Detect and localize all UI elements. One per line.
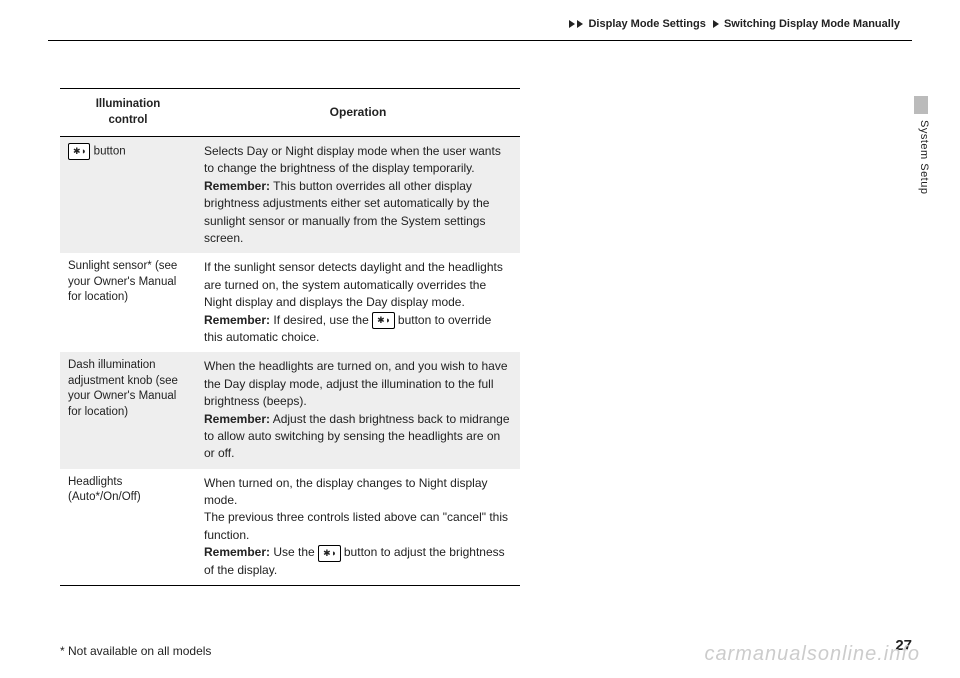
operation-cell: When the headlights are turned on, and y…: [196, 352, 520, 468]
control-cell: button: [60, 137, 196, 254]
breadcrumb-level1: Display Mode Settings: [588, 18, 705, 30]
table-row: button Selects Day or Night display mode…: [60, 137, 520, 254]
main-content: Illumination control Operation button Se…: [60, 88, 520, 586]
brightness-button-icon: [68, 143, 90, 160]
control-cell: Sunlight sensor* (see your Owner's Manua…: [60, 253, 196, 352]
watermark: carmanualsonline.info: [704, 643, 920, 666]
table-row: Sunlight sensor* (see your Owner's Manua…: [60, 253, 520, 352]
control-cell: Headlights (Auto*/On/Off): [60, 469, 196, 586]
brightness-button-icon: [318, 545, 340, 562]
illumination-table: Illumination control Operation button Se…: [60, 88, 520, 586]
breadcrumb-arrow-icon: [713, 20, 719, 28]
table-row: Headlights (Auto*/On/Off) When turned on…: [60, 469, 520, 586]
operation-cell: When turned on, the display changes to N…: [196, 469, 520, 586]
operation-cell: If the sunlight sensor detects daylight …: [196, 253, 520, 352]
breadcrumb-arrow-icon: [577, 20, 583, 28]
header-col2: Operation: [196, 89, 520, 137]
table-row: Dash illumination adjustment knob (see y…: [60, 352, 520, 468]
section-label: System Setup: [918, 120, 930, 194]
footnote: * Not available on all models: [60, 644, 211, 658]
breadcrumb-arrow-icon: [569, 20, 575, 28]
operation-cell: Selects Day or Night display mode when t…: [196, 137, 520, 254]
control-cell: Dash illumination adjustment knob (see y…: [60, 352, 196, 468]
breadcrumb: Display Mode Settings Switching Display …: [569, 18, 900, 30]
top-divider: [48, 40, 912, 41]
section-tab-marker: [914, 96, 928, 114]
header-col1: Illumination control: [60, 89, 196, 137]
table-header: Illumination control Operation: [60, 89, 520, 137]
brightness-button-icon: [372, 312, 394, 329]
breadcrumb-level2: Switching Display Mode Manually: [724, 18, 900, 30]
